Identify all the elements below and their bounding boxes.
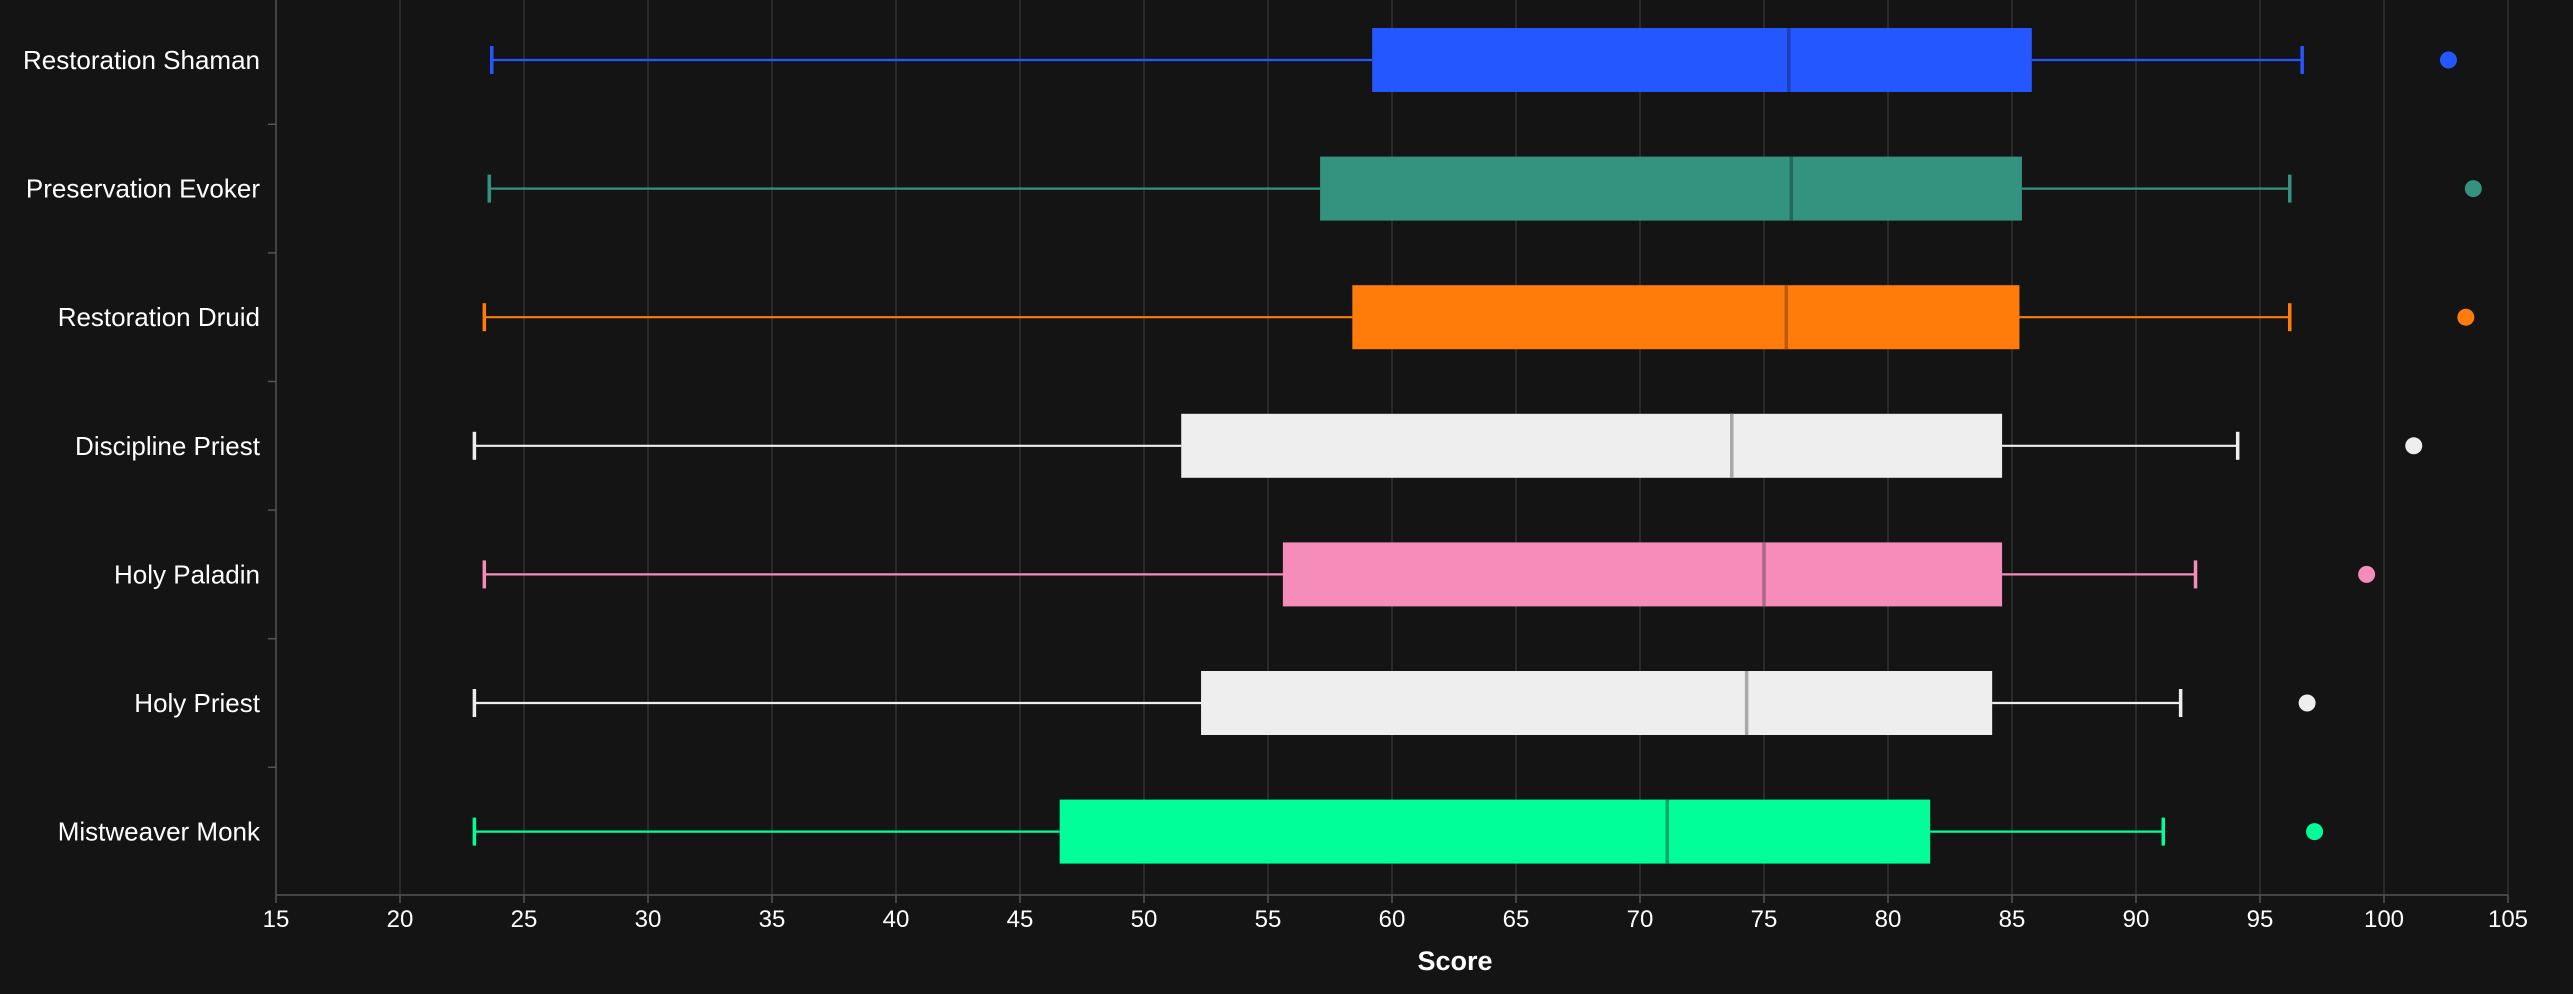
- category-label-restoration-shaman: Restoration Shaman: [23, 45, 260, 75]
- iqr-box-restoration-shaman: [1372, 28, 2032, 92]
- box-discipline-priest: [472, 413, 2423, 478]
- x-tick-label-105: 105: [2488, 906, 2528, 933]
- box-holy-priest: [472, 671, 2316, 735]
- box-layer: [472, 28, 2482, 864]
- x-tick-label-30: 30: [635, 906, 662, 933]
- x-tick-label-25: 25: [511, 906, 538, 933]
- x-tick-label-20: 20: [387, 906, 414, 933]
- outlier-point-discipline-priest-0: [2405, 437, 2423, 455]
- x-tick-label-70: 70: [1627, 906, 1654, 933]
- x-tick-label-65: 65: [1503, 906, 1530, 933]
- x-tick-label-40: 40: [883, 906, 910, 933]
- x-tick-label-60: 60: [1379, 906, 1406, 933]
- category-label-holy-paladin: Holy Paladin: [114, 559, 260, 589]
- x-tick-label-85: 85: [1999, 906, 2026, 933]
- iqr-box-mistweaver-monk: [1059, 799, 1931, 864]
- x-tick-label-80: 80: [1875, 906, 1902, 933]
- category-label-restoration-druid: Restoration Druid: [58, 302, 260, 332]
- x-tick-label-90: 90: [2123, 906, 2150, 933]
- outlier-point-preservation-evoker-0: [2464, 180, 2482, 198]
- x-tick-label-100: 100: [2364, 906, 2404, 933]
- box-holy-paladin: [482, 542, 2376, 607]
- box-preservation-evoker: [487, 156, 2482, 221]
- category-label-preservation-evoker: Preservation Evoker: [26, 174, 260, 204]
- x-axis-title: Score: [1417, 946, 1492, 976]
- outlier-point-restoration-shaman-0: [2439, 51, 2457, 69]
- category-label-holy-priest: Holy Priest: [134, 688, 260, 718]
- iqr-box-holy-paladin: [1282, 542, 2003, 607]
- box-restoration-shaman: [490, 28, 2457, 92]
- label-layer: Restoration Shaman Preservation Evoker Res…: [23, 45, 261, 847]
- iqr-box-holy-priest: [1201, 671, 1993, 735]
- x-tick-label-15: 15: [263, 906, 290, 933]
- iqr-box-preservation-evoker: [1320, 156, 2022, 221]
- x-tick-label-35: 35: [759, 906, 786, 933]
- x-tick-label-55: 55: [1255, 906, 1282, 933]
- outlier-point-mistweaver-monk-0: [2306, 823, 2324, 841]
- category-label-discipline-priest: Discipline Priest: [75, 431, 261, 461]
- box-restoration-druid: [482, 285, 2475, 350]
- x-tick-label-50: 50: [1131, 906, 1158, 933]
- x-tick-label-45: 45: [1007, 906, 1034, 933]
- x-tick-label-75: 75: [1751, 906, 1778, 933]
- axis-layer: 15 20 25 30 35 40 45 50 55 60 65 70 75 80 85 90 95 100 105: [263, 0, 2528, 933]
- outlier-point-restoration-druid-0: [2457, 308, 2475, 326]
- outlier-point-holy-priest-0: [2298, 694, 2316, 712]
- iqr-box-discipline-priest: [1181, 413, 2003, 478]
- outlier-point-holy-paladin-0: [2358, 565, 2376, 583]
- x-tick-label-95: 95: [2247, 906, 2274, 933]
- iqr-box-restoration-druid: [1352, 285, 2020, 350]
- category-label-mistweaver-monk: Mistweaver Monk: [58, 817, 261, 847]
- box-mistweaver-monk: [472, 799, 2324, 864]
